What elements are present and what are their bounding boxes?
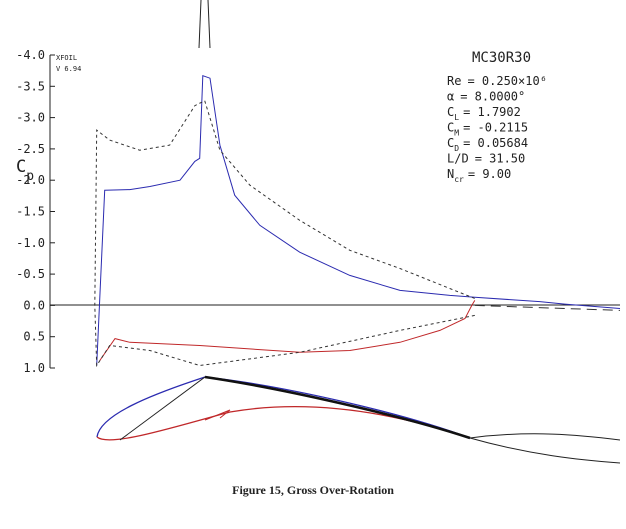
parameter-value: = -0.2115 (463, 121, 528, 135)
y-tick-label: -1.5 (16, 205, 45, 219)
parameter-name: L/D (447, 152, 469, 166)
y-tick-label: -2.5 (16, 142, 45, 156)
y-axis-sub: p (26, 169, 34, 184)
offscale-line (207, 0, 211, 49)
parameter: CL = 1.7902 (447, 105, 521, 122)
y-tick-label: -3.0 (16, 111, 45, 125)
y-tick-label: -2.0 (16, 173, 45, 187)
parameter: CD = 0.05684 (447, 136, 528, 153)
parameter: Re = 0.250×10⁶ (447, 74, 547, 88)
parameter-value: = 9.00 (468, 167, 511, 181)
flap-line (119, 376, 206, 441)
parameter-name: α (447, 90, 454, 104)
y-tick-label: 1.0 (23, 361, 45, 375)
cp-curve (94, 99, 475, 368)
parameter: CM = -0.2115 (447, 121, 528, 138)
wake-lower (469, 437, 621, 464)
parameter-name: C (447, 121, 454, 135)
parameter-value: = 0.250×10⁶ (467, 74, 546, 88)
y-tick-label: 0.0 (23, 298, 45, 312)
parameter: Ncr = 9.00 (447, 167, 511, 184)
y-tick-label: -4.0 (16, 48, 45, 62)
axes (49, 55, 620, 368)
cp-curve (474, 304, 621, 311)
y-tick-label: -0.5 (16, 267, 45, 281)
separated-region (204, 375, 471, 440)
wake-upper (469, 433, 621, 441)
y-axis-symbol: C (16, 157, 26, 177)
parameter-name: C (447, 105, 454, 119)
y-tick-label: -1.0 (16, 236, 45, 250)
parameter-value: = 1.7902 (463, 105, 521, 119)
red-arrow (204, 409, 231, 421)
parameter-sub: L (454, 113, 459, 122)
airfoil-shape (96, 375, 621, 464)
program-label: XFOIL (56, 54, 77, 62)
parameter: L/D = 31.50 (447, 152, 525, 166)
airfoil-name: MC30R30 (472, 50, 531, 66)
y-tick-label: 0.5 (23, 330, 45, 344)
caption: Figure 15, Gross Over-Rotation (232, 483, 394, 497)
y-tick-label: -3.5 (16, 79, 45, 93)
offscale-line (198, 0, 202, 49)
y-axis-label: Cp (16, 157, 34, 184)
cp-curve (99, 300, 476, 361)
airfoil-upper (96, 376, 471, 439)
parameter-name: Re (447, 74, 461, 88)
parameter-sub: D (454, 144, 459, 153)
parameter-name: N (447, 167, 454, 181)
parameter-name: C (447, 136, 454, 150)
parameter: α = 8.0000° (447, 90, 525, 104)
parameter-value: = 0.05684 (463, 136, 528, 150)
parameter-sub: M (454, 129, 459, 138)
parameter-sub: cr (454, 175, 464, 184)
parameter-value: = 31.50 (475, 152, 526, 166)
version-label: V 6.94 (56, 65, 81, 73)
cp-curve (96, 75, 621, 366)
parameter-value: = 8.0000° (460, 90, 525, 104)
airfoil-lower (96, 406, 471, 441)
